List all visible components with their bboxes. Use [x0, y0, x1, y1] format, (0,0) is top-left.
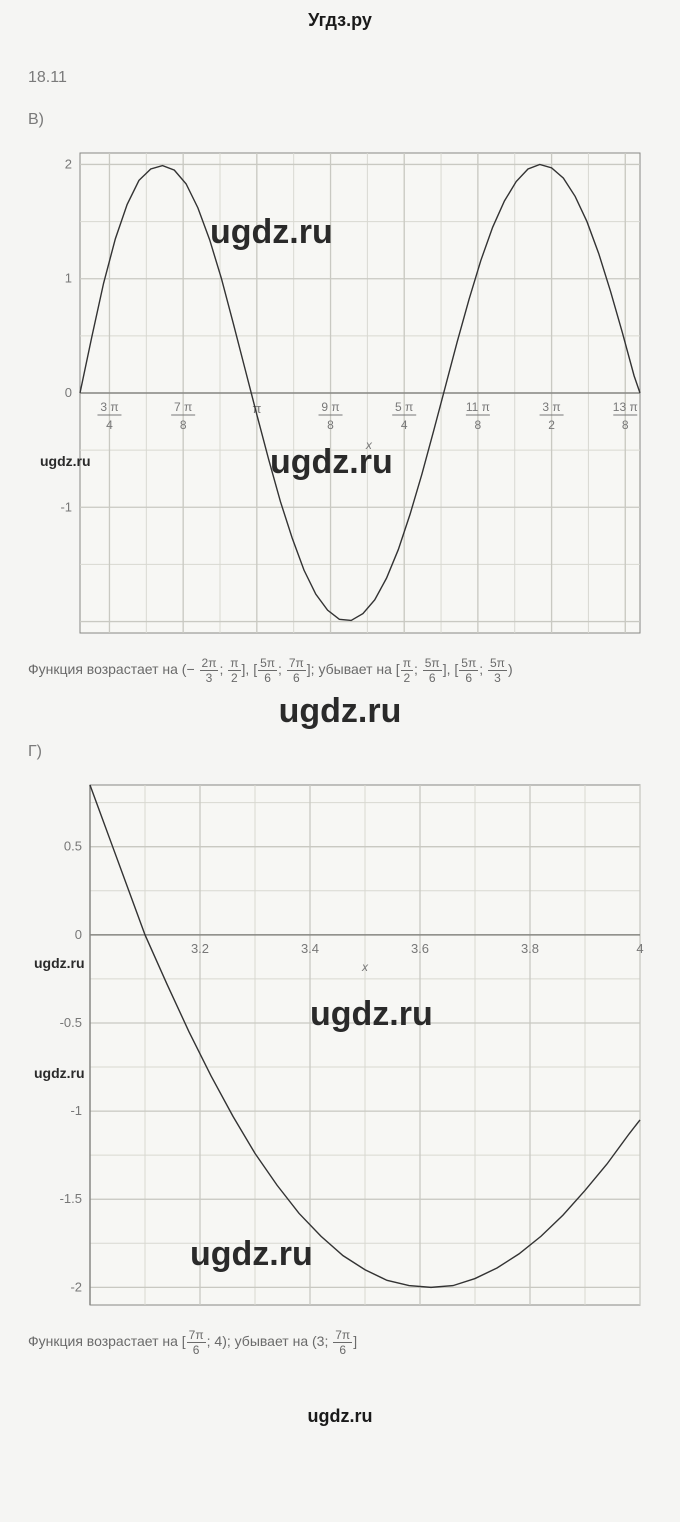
chart-v: -10123 π47 π8π9 π85 π411 π83 π213 π8x [30, 143, 650, 643]
svg-text:0: 0 [65, 385, 72, 400]
svg-text:13 π: 13 π [613, 400, 638, 414]
svg-text:3.6: 3.6 [411, 941, 429, 956]
interval: [5π6; 7π6] [253, 661, 310, 677]
svg-text:8: 8 [622, 418, 629, 432]
svg-text:4: 4 [401, 418, 408, 432]
watermark: ugdz.ru [28, 692, 652, 731]
problem-number: 18.11 [28, 69, 652, 87]
site-header: Угдз.ру [0, 0, 680, 45]
svg-text:5 π: 5 π [395, 400, 413, 414]
svg-text:-1: -1 [60, 499, 72, 514]
svg-text:9 π: 9 π [321, 400, 339, 414]
answer-text: Функция возрастает на [28, 661, 182, 677]
chart-v-wrap: -10123 π47 π8π9 π85 π411 π83 π213 π8x ug… [30, 143, 650, 643]
site-footer: ugdz.ru [0, 1388, 680, 1439]
interval: [7π6; 4) [182, 1333, 227, 1349]
svg-text:x: x [361, 960, 369, 974]
svg-text:4: 4 [106, 418, 113, 432]
part-g-label: Г) [28, 743, 652, 761]
interval: (− 2π3; π2] [182, 661, 246, 677]
svg-text:2: 2 [548, 418, 555, 432]
svg-text:7 π: 7 π [174, 400, 192, 414]
svg-text:3.8: 3.8 [521, 941, 539, 956]
svg-text:4: 4 [636, 941, 643, 956]
interval: [π2; 5π6] [396, 661, 447, 677]
svg-text:0: 0 [75, 927, 82, 942]
svg-text:8: 8 [327, 418, 334, 432]
answer-g: Функция возрастает на [7π6; 4); убывает … [28, 1329, 652, 1356]
svg-text:3 π: 3 π [100, 400, 118, 414]
svg-text:3.4: 3.4 [301, 941, 319, 956]
chart-g: -2 -1.5 -1 -0.5 0 0.5 3.2 3.4 3.6 3.8 4 x [30, 775, 650, 1315]
svg-text:0.5: 0.5 [64, 839, 82, 854]
svg-text:-1.5: -1.5 [60, 1191, 82, 1206]
svg-text:-0.5: -0.5 [60, 1015, 82, 1030]
svg-text:8: 8 [180, 418, 187, 432]
svg-text:3 π: 3 π [542, 400, 560, 414]
svg-text:x: x [365, 438, 373, 452]
svg-text:8: 8 [475, 418, 482, 432]
chart-g-wrap: -2-1.5-1-0.500.53.23.43.63.84x ugdz.ru u… [30, 775, 650, 1315]
answer-v: Функция возрастает на (− 2π3; π2], [5π6;… [28, 657, 652, 684]
part-v-label: В) [28, 111, 652, 129]
svg-text:3.2: 3.2 [191, 941, 209, 956]
svg-text:1: 1 [65, 271, 72, 286]
svg-text:11 π: 11 π [466, 400, 490, 414]
svg-text:2: 2 [65, 156, 72, 171]
interval: [5π6; 5π3) [454, 661, 512, 677]
answer-text: Функция возрастает на [28, 1333, 182, 1349]
interval: (3; 7π6] [312, 1333, 357, 1349]
svg-text:-1: -1 [70, 1103, 82, 1118]
svg-text:-2: -2 [70, 1279, 82, 1294]
page-content: 18.11 В) -10123 π47 π8π9 π85 π411 π83 π2… [0, 45, 680, 1388]
